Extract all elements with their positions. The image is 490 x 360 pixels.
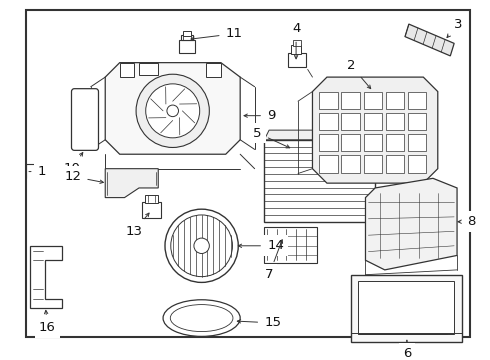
Bar xyxy=(364,113,382,130)
Circle shape xyxy=(171,215,232,276)
Bar xyxy=(351,275,462,342)
Polygon shape xyxy=(405,24,454,56)
Bar xyxy=(319,155,338,172)
Bar xyxy=(145,195,158,203)
Ellipse shape xyxy=(171,305,233,332)
Circle shape xyxy=(194,238,209,253)
Bar xyxy=(364,134,382,151)
Circle shape xyxy=(146,84,200,138)
Bar xyxy=(264,226,318,263)
Text: 3: 3 xyxy=(447,18,463,37)
Bar xyxy=(364,155,382,172)
Text: 10: 10 xyxy=(63,153,83,175)
Bar xyxy=(408,91,426,109)
Bar xyxy=(342,134,360,151)
Text: 2: 2 xyxy=(347,59,371,89)
Text: 9: 9 xyxy=(244,109,275,122)
Bar xyxy=(293,40,301,46)
Text: 1: 1 xyxy=(29,165,46,178)
Bar xyxy=(142,202,161,218)
Bar xyxy=(289,53,306,67)
Bar xyxy=(342,155,360,172)
Text: 16: 16 xyxy=(39,310,56,334)
Bar xyxy=(386,155,404,172)
FancyBboxPatch shape xyxy=(72,89,98,150)
Text: 12: 12 xyxy=(64,170,103,183)
Bar xyxy=(319,134,338,151)
Polygon shape xyxy=(139,63,158,75)
Polygon shape xyxy=(30,246,62,309)
Text: 8: 8 xyxy=(458,215,475,228)
Text: 15: 15 xyxy=(237,316,281,329)
Polygon shape xyxy=(206,63,221,77)
Bar xyxy=(342,113,360,130)
Bar xyxy=(319,91,338,109)
Text: 5: 5 xyxy=(253,126,290,148)
Ellipse shape xyxy=(163,300,240,336)
Polygon shape xyxy=(366,178,457,270)
Bar xyxy=(291,45,301,54)
Bar xyxy=(386,113,404,130)
Text: 13: 13 xyxy=(125,213,149,238)
Circle shape xyxy=(165,209,238,282)
Polygon shape xyxy=(105,63,240,154)
Bar xyxy=(181,35,193,40)
Bar xyxy=(342,91,360,109)
Polygon shape xyxy=(158,202,245,299)
Bar xyxy=(183,31,191,36)
Text: 4: 4 xyxy=(292,22,300,59)
Bar xyxy=(408,155,426,172)
Bar xyxy=(358,282,454,334)
Text: 14: 14 xyxy=(238,239,284,252)
Text: 6: 6 xyxy=(403,340,411,360)
Bar xyxy=(264,140,375,222)
Bar xyxy=(364,91,382,109)
Polygon shape xyxy=(105,169,158,198)
Bar xyxy=(386,134,404,151)
Circle shape xyxy=(167,105,178,117)
Bar xyxy=(179,40,195,53)
Polygon shape xyxy=(120,63,134,77)
Text: 11: 11 xyxy=(191,27,243,40)
Bar xyxy=(408,134,426,151)
Bar xyxy=(408,113,426,130)
Circle shape xyxy=(136,74,209,148)
Polygon shape xyxy=(264,130,375,140)
Bar xyxy=(386,91,404,109)
Polygon shape xyxy=(313,77,438,183)
Bar xyxy=(319,113,338,130)
Text: 7: 7 xyxy=(265,240,283,281)
